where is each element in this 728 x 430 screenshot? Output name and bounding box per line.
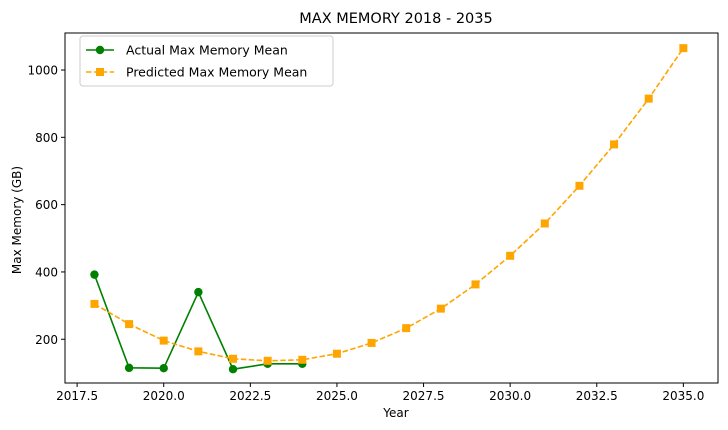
x-tick-label: 2032.5 [576,389,618,403]
data-point-predicted [540,219,549,228]
y-axis-label: Max Memory (GB) [10,166,24,274]
x-axis: 2017.5 2020.0 2022.5 2025.0 2027.5 2030.0 2032… [56,383,704,403]
x-tick-label: 2030.0 [489,389,531,403]
data-point-predicted [436,304,445,313]
data-point-predicted [159,336,168,345]
legend-marker-actual [95,45,105,55]
x-tick-label: 2027.5 [403,389,445,403]
x-tick-label: 2022.5 [229,389,271,403]
y-tick-label: 400 [35,265,58,279]
data-point-predicted [575,181,584,190]
chart-title: MAX MEMORY 2018 - 2035 [299,11,492,27]
series-line-predicted [94,47,685,362]
y-tick-label: 200 [35,333,58,347]
legend-box [79,35,334,87]
x-tick-label: 2017.5 [56,389,98,403]
data-point-actual [194,287,203,297]
data-point-predicted [90,299,99,308]
data-point-actual [159,363,168,373]
y-tick-label: 800 [35,131,58,145]
data-point-actual [124,363,134,373]
data-point-predicted [679,44,688,53]
data-point-predicted [194,347,203,356]
y-tick-label: 1000 [27,64,58,78]
legend-marker-predicted [96,68,104,76]
data-point-predicted [263,356,272,365]
data-point-actual [228,365,238,374]
data-point-predicted [644,94,653,103]
data-point-predicted [125,320,134,329]
legend-label-predicted: Predicted Max Memory Mean [126,65,307,80]
data-point-predicted [610,140,619,149]
data-point-predicted [402,324,411,333]
x-tick-label: 2020.0 [143,389,185,403]
data-point-predicted [332,349,341,358]
x-axis-label: Year [382,406,408,420]
data-point-actual [90,270,99,279]
plot-area [90,44,688,374]
data-point-predicted [471,280,480,289]
data-point-predicted [229,354,238,363]
y-axis: 200 400 600 800 1000 [27,64,65,347]
legend-label-actual: Actual Max Memory Mean [126,43,288,58]
legend: Actual Max Memory Mean Predicted Max Mem… [79,35,334,87]
x-tick-label: 2025.0 [316,389,358,403]
data-point-predicted [506,251,515,260]
y-tick-label: 600 [35,198,58,212]
x-tick-label: 2035.0 [662,389,704,403]
plot-frame [64,32,719,384]
data-point-predicted [367,338,376,347]
data-point-predicted [298,355,307,364]
